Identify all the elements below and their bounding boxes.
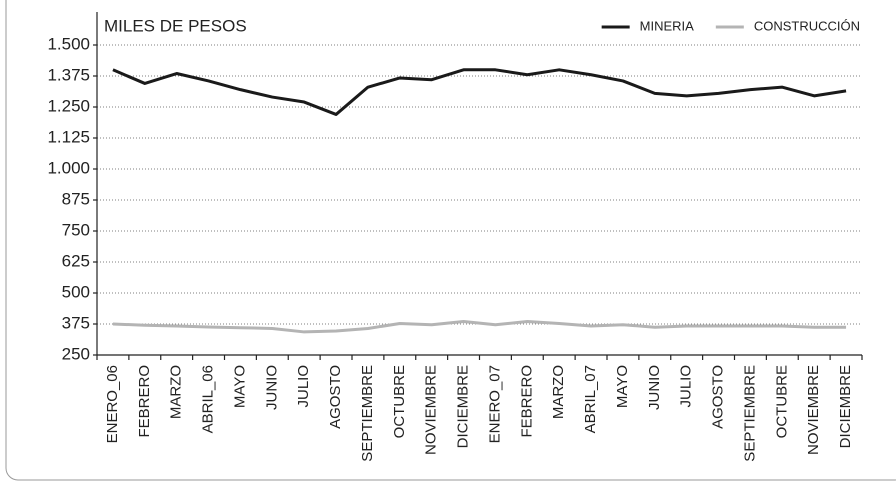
x-tick-label: ABRIL_07 [582,365,599,433]
x-tick-label: NOVIEMBRE [805,365,822,455]
x-tick-label: DICIEMBRE [455,365,472,448]
x-tick-label: FEBRERO [518,365,535,438]
line [112,320,847,334]
y-tick-label: 1.000 [47,158,90,177]
x-tick-label: SEPTIEMBRE [741,365,758,462]
legend-label: MINERIA [640,18,695,33]
y-tick-label: 1.250 [47,96,90,115]
y-tick-label: 625 [62,251,90,270]
x-tick-label: JUNIO [646,365,663,410]
x-tick-label: MAYO [614,365,631,408]
y-tick-label: 1.375 [47,65,90,84]
x-tick-label: ABRIL_06 [200,365,217,433]
legend-label: CONSTRUCCIÓN [754,18,860,33]
x-tick-label: JUNIO [263,365,280,410]
x-tick-label: AGOSTO [710,365,727,429]
x-tick-label: MAYO [231,365,248,408]
x-tick-label: OCTUBRE [391,365,408,438]
x-tick-label: MARZO [168,365,185,419]
line [112,68,847,116]
x-tick-label: OCTUBRE [773,365,790,438]
frame [5,0,896,481]
axis-label: MILES DE PESOS [104,16,247,35]
y-tick-label: 375 [62,313,90,332]
x-tick-label: DICIEMBRE [837,365,854,448]
x-tick-label: ENERO_07 [486,365,503,443]
y-tick-label: 1.125 [47,127,90,146]
y-tick-label: 750 [62,220,90,239]
y-tick-label: 875 [62,189,90,208]
y-tick-label: 250 [62,344,90,363]
x-tick-label: SEPTIEMBRE [359,365,376,462]
y-tick-label: 1.500 [47,34,90,53]
x-tick-label: JULIO [678,365,695,408]
x-tick-label: FEBRERO [136,365,153,438]
x-tick-label: MARZO [550,365,567,419]
y-tick-label: 500 [62,282,90,301]
x-tick-label: JULIO [295,365,312,408]
x-tick-label: NOVIEMBRE [423,365,440,455]
x-tick-label: ENERO_06 [104,365,121,443]
x-tick-label: AGOSTO [327,365,344,429]
